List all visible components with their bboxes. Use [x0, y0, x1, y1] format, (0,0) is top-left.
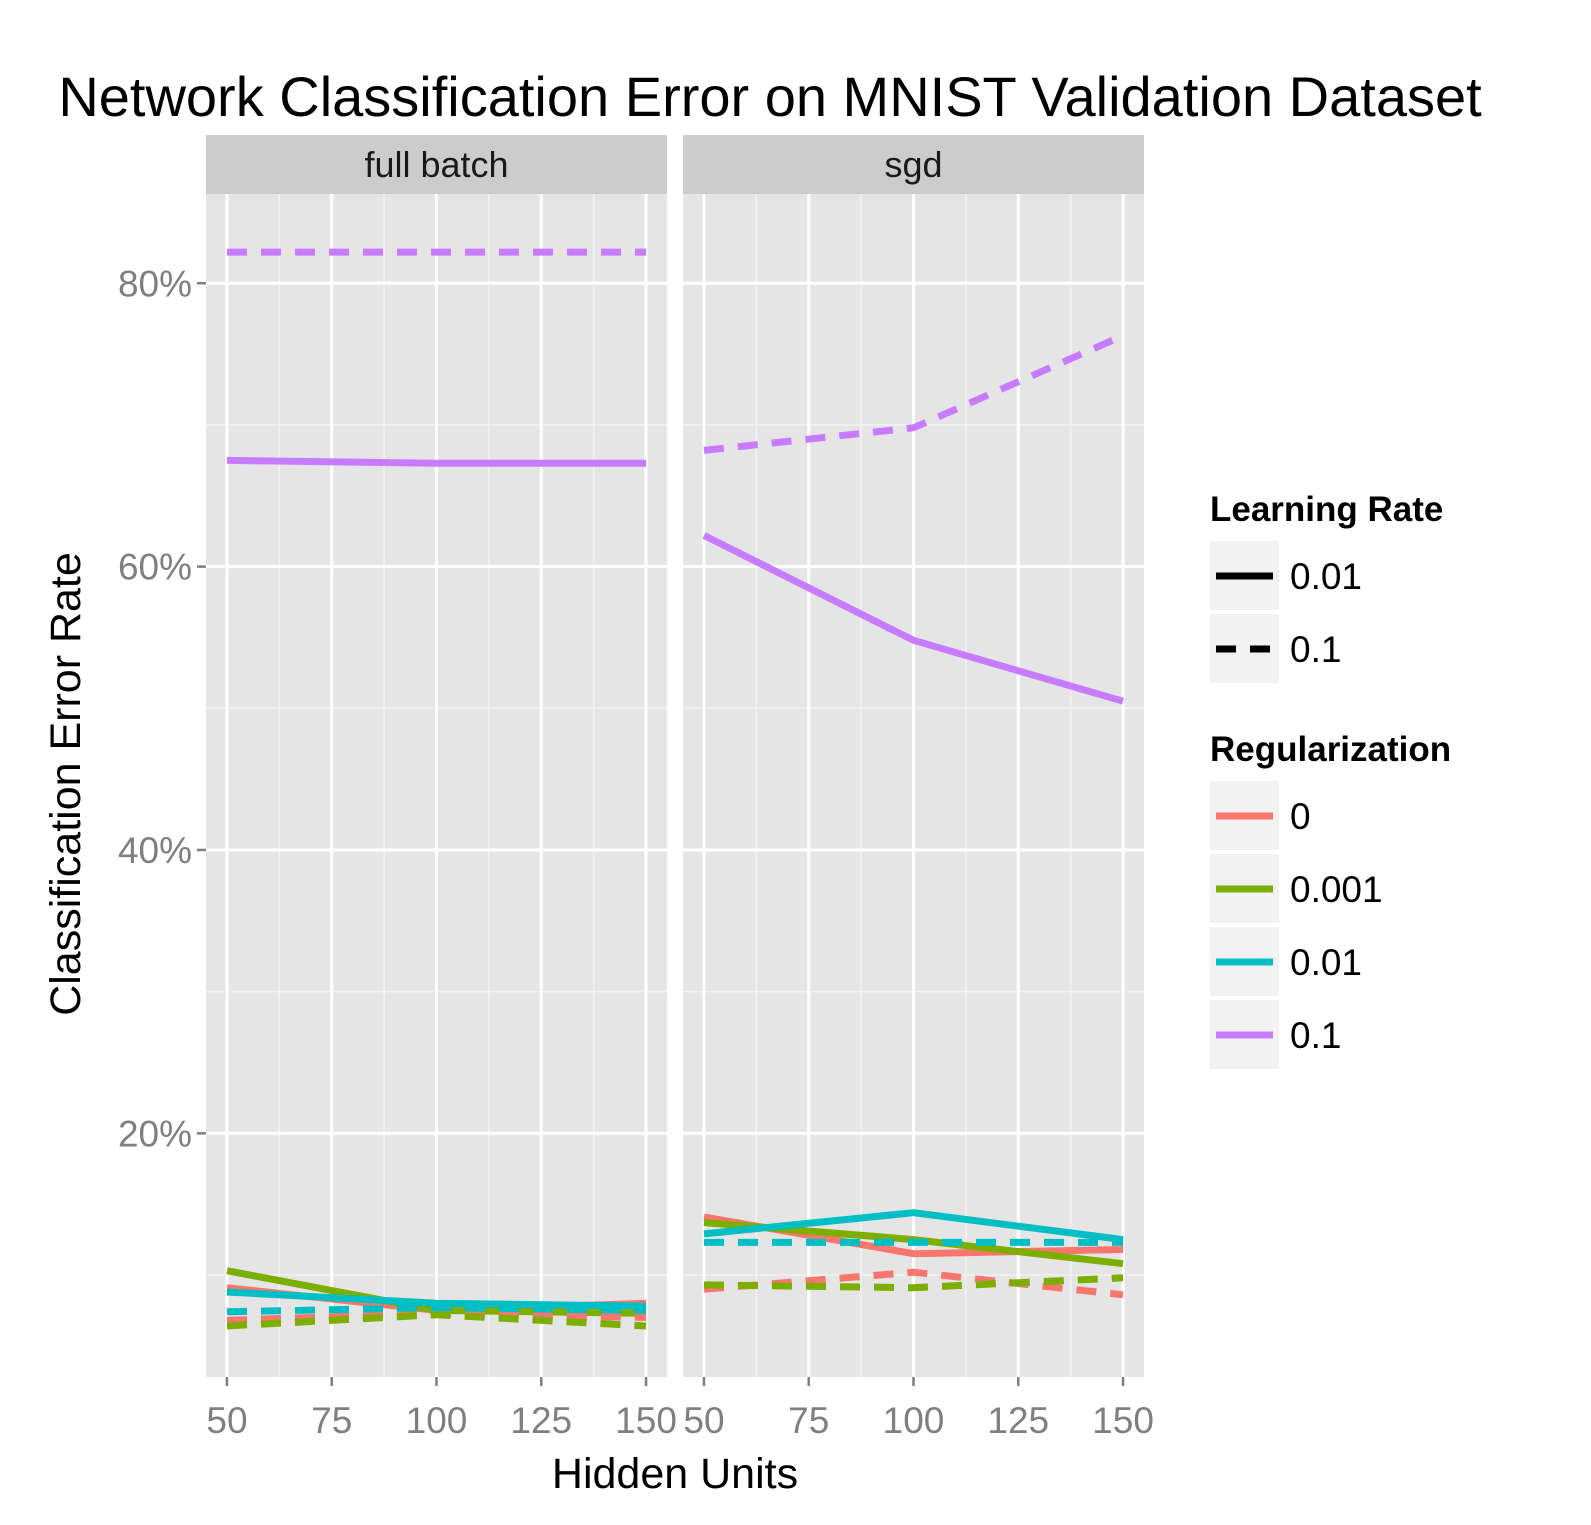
series-line-reg-0_1-lr-0_1	[703, 332, 1125, 454]
facet-strip	[206, 135, 667, 194]
panels-layer: full batch sgd	[206, 135, 1144, 1377]
x-tick-label: 50	[206, 1400, 247, 1441]
y-axis-title: Classification Error Rate	[42, 552, 90, 1016]
x-axis-title: Hidden Units	[552, 1450, 798, 1498]
facet-panel-0: full batch	[206, 135, 667, 1377]
x-tick-label: 75	[788, 1400, 829, 1441]
series-line-reg-0_1-lr-0_01	[702, 532, 1124, 705]
legend-item-label: 0.01	[1290, 556, 1362, 597]
x-tick-label: 150	[1092, 1400, 1154, 1441]
x-tick-label: 125	[987, 1400, 1049, 1441]
legend: Learning Rate 0.01 0.1 Regularization 0 0.001…	[1210, 490, 1451, 1069]
facet-strip-label: sgd	[884, 144, 942, 185]
series-line-reg-0_001-lr-0_1	[703, 1274, 1124, 1292]
y-tick-label: 80%	[118, 263, 192, 304]
x-tick-label: 150	[615, 1400, 677, 1441]
facet-panel-1: sgd	[683, 135, 1144, 1377]
legend-title: Learning Rate	[1210, 490, 1443, 529]
legend-item-label: 0.1	[1290, 629, 1341, 670]
facet-strip-label: full batch	[364, 144, 508, 185]
y-tick-label: 40%	[118, 830, 192, 871]
legend-item-label: 0	[1290, 796, 1311, 837]
y-tick-label: 60%	[118, 547, 192, 588]
y-tick-label: 20%	[118, 1113, 192, 1154]
x-tick-label: 75	[311, 1400, 352, 1441]
legend-item-label: 0.01	[1290, 942, 1362, 983]
x-tick-label: 125	[510, 1400, 572, 1441]
x-tick-label: 50	[683, 1400, 724, 1441]
series-line-reg-0_01-lr-0_1	[226, 1304, 647, 1316]
legend-item-label: 0.1	[1290, 1015, 1341, 1056]
x-axis: 50 75 100 125 150 50 75 100 125 150	[206, 1377, 1154, 1441]
legend-item-label: 0.001	[1290, 869, 1383, 910]
chart-title: Network Classification Error on MNIST Va…	[58, 65, 1482, 128]
x-tick-label: 100	[883, 1400, 945, 1441]
y-axis: 20% 40% 60% 80%	[118, 263, 206, 1154]
series-line-reg-0_001-lr-0_1	[226, 1311, 647, 1330]
series-line-reg-0_1-lr-0_01	[226, 456, 646, 467]
legend-learning-rate: Learning Rate 0.01 0.1	[1210, 490, 1443, 683]
legend-regularization: Regularization 0 0.001 0.01 0.1	[1210, 730, 1451, 1069]
legend-title: Regularization	[1210, 730, 1451, 769]
facet-strip	[683, 135, 1144, 194]
series-line-reg-0_01-lr-0_01	[226, 1288, 647, 1310]
series-line-reg-0_01-lr-0_01	[703, 1209, 1124, 1244]
x-tick-label: 100	[406, 1400, 468, 1441]
